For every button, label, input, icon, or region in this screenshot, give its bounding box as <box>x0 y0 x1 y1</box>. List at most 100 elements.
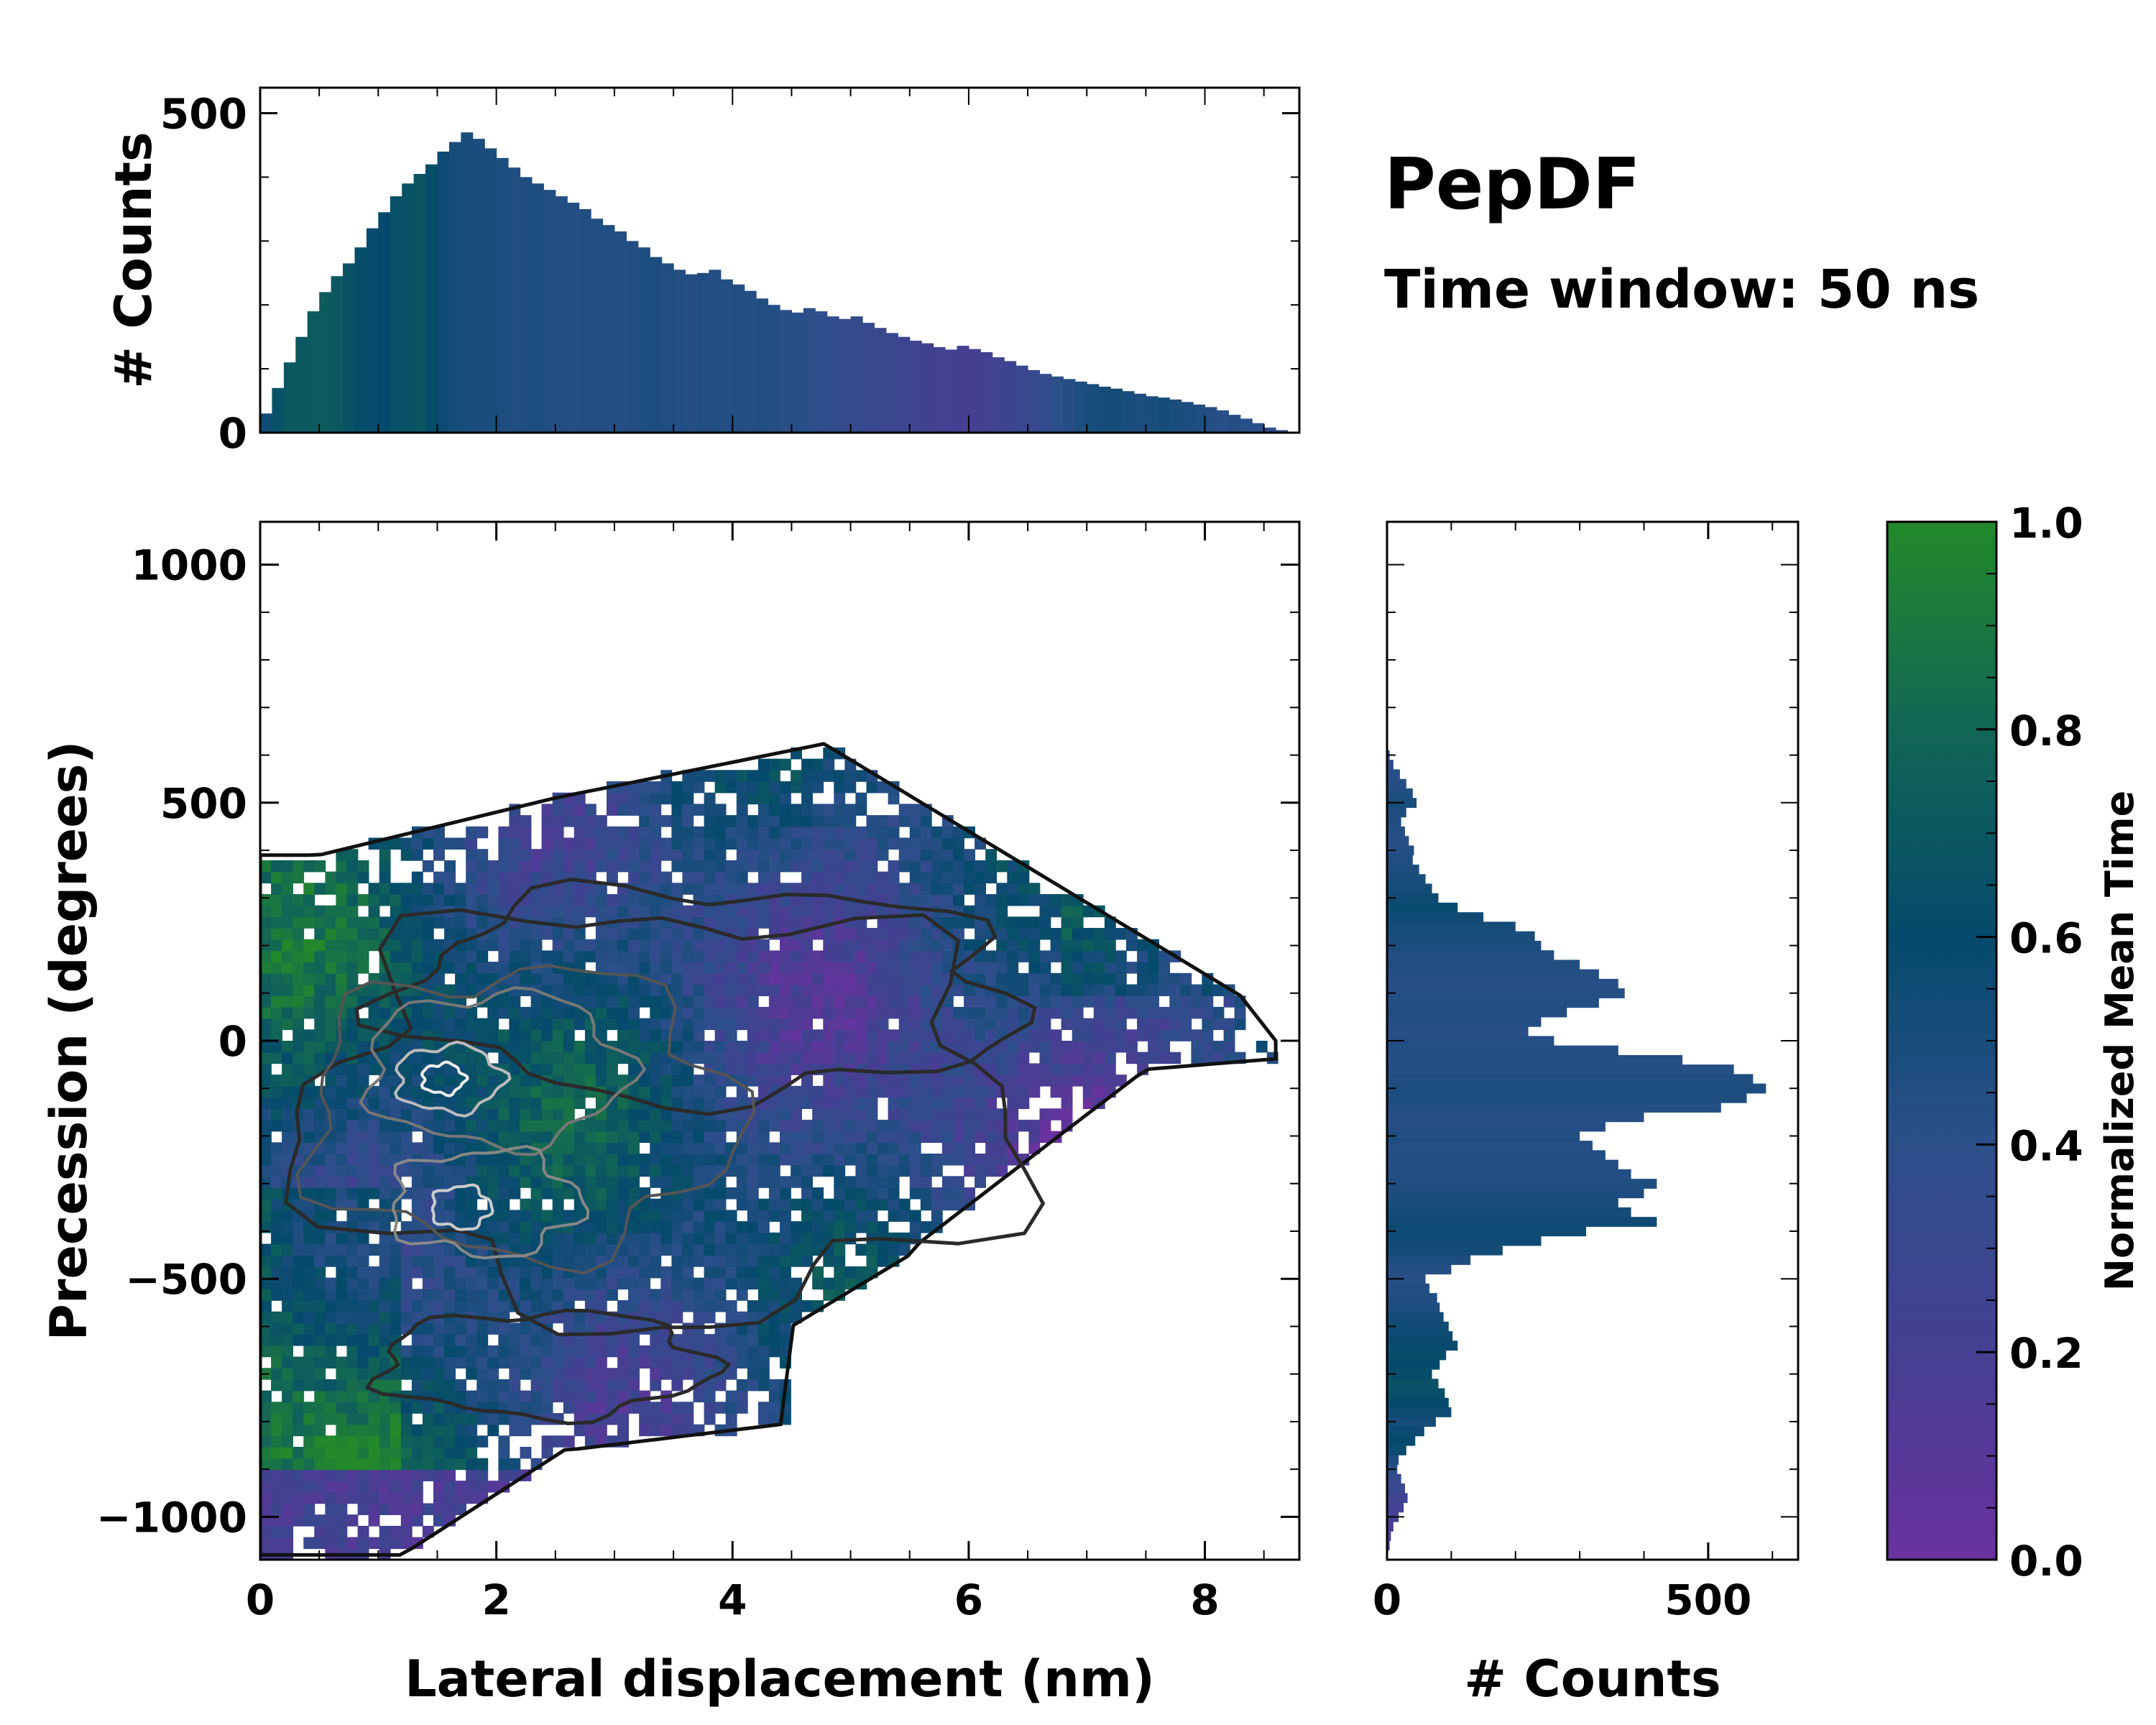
heatmap-cell <box>509 995 521 1008</box>
heatmap-cell <box>1082 984 1095 996</box>
heatmap-cell <box>736 1334 748 1346</box>
heatmap-cell <box>931 1097 943 1109</box>
heatmap-cell <box>639 781 651 794</box>
heatmap-cell <box>1104 939 1116 952</box>
heatmap-cell <box>573 1277 586 1290</box>
heatmap-cell <box>433 849 445 861</box>
heatmap-cell <box>303 1424 315 1437</box>
heatmap-cell <box>812 905 824 918</box>
heatmap-cell <box>455 1289 466 1301</box>
heatmap-cell <box>757 871 770 884</box>
heatmap-cell <box>303 1119 315 1132</box>
heatmap-cell <box>650 950 662 962</box>
heatmap-cell <box>1137 1018 1148 1031</box>
x-tick-label: 6 <box>954 1576 983 1624</box>
heatmap-cell <box>768 1097 780 1109</box>
heatmap-cell <box>498 1255 510 1267</box>
heatmap-cell <box>422 939 434 952</box>
heatmap-cell <box>530 1097 543 1109</box>
heatmap-cell <box>671 1142 683 1154</box>
heatmap-cell <box>271 871 282 884</box>
heatmap-cell <box>271 1368 282 1380</box>
heatmap-cell <box>466 837 478 850</box>
heatmap-cell <box>379 916 391 929</box>
heatmap-cell <box>1256 1041 1268 1053</box>
heatmap-cell <box>909 894 921 906</box>
heatmap-cell <box>823 1221 835 1233</box>
heatmap-cell <box>595 1052 607 1064</box>
heatmap-cell <box>985 871 998 884</box>
heatmap-cell <box>941 1029 954 1041</box>
heatmap-cell <box>714 1402 727 1414</box>
heatmap-cell <box>303 1255 315 1267</box>
heatmap-cell <box>985 1164 998 1177</box>
heatmap-cell <box>520 1300 532 1312</box>
heatmap-cell <box>292 916 305 929</box>
heatmap-cell <box>628 1379 640 1392</box>
heatmap-cell <box>595 1029 607 1041</box>
heatmap-cell <box>314 1413 326 1425</box>
heatmap-cell <box>617 860 629 873</box>
heatmap-cell <box>476 1356 489 1368</box>
heatmap-cell <box>509 928 521 940</box>
heatmap-cell <box>509 1277 521 1290</box>
heatmap-cell <box>801 871 813 884</box>
heatmap-cell <box>336 1154 348 1166</box>
heatmap-cell <box>1072 916 1084 929</box>
heatmap-cell <box>444 1142 456 1154</box>
heatmap-cell <box>368 1119 380 1132</box>
heatmap-cell <box>693 1277 705 1290</box>
heatmap-cell <box>422 1052 434 1064</box>
heatmap-cell <box>552 1097 564 1109</box>
heatmap-cell <box>530 1131 543 1144</box>
heatmap-cell <box>660 1413 673 1425</box>
heatmap-cell <box>498 1006 510 1019</box>
top-histogram-bar <box>390 196 402 433</box>
heatmap-cell <box>357 1232 369 1245</box>
heatmap-cell <box>639 1266 651 1279</box>
heatmap-cell <box>595 883 607 895</box>
x-tick-label: 8 <box>1190 1576 1219 1624</box>
heatmap-cell <box>834 770 846 782</box>
heatmap-cell <box>628 950 640 962</box>
heatmap-cell <box>422 1447 434 1459</box>
heatmap-cell <box>476 1277 489 1290</box>
heatmap-cell <box>336 1063 348 1075</box>
heatmap-cell <box>877 849 889 861</box>
heatmap-cell <box>368 1131 380 1144</box>
heatmap-cell <box>747 1322 759 1335</box>
heatmap-cell <box>1137 950 1148 962</box>
heatmap-cell <box>757 1379 770 1392</box>
heatmap-cell <box>314 1469 326 1481</box>
heatmap-cell <box>325 1379 337 1392</box>
heatmap-cell <box>390 1402 402 1414</box>
heatmap-cell <box>1137 939 1148 952</box>
heatmap-cell <box>530 939 543 952</box>
heatmap-cell <box>433 1447 445 1459</box>
heatmap-cell <box>1028 984 1041 996</box>
heatmap-cell <box>455 894 466 906</box>
heatmap-cell <box>303 1311 315 1324</box>
heatmap-cell <box>617 1368 629 1380</box>
heatmap-cell <box>704 1085 716 1098</box>
heatmap-cell <box>1093 939 1105 952</box>
heatmap-cell <box>260 1503 272 1515</box>
heatmap-cell <box>801 1187 813 1200</box>
heatmap-cell <box>650 1063 662 1075</box>
heatmap-cell <box>866 939 878 952</box>
heatmap-cell <box>455 1119 466 1132</box>
heatmap-cell <box>812 995 824 1008</box>
heatmap-cell <box>757 1266 770 1279</box>
heatmap-cell <box>271 1041 282 1053</box>
heatmap-cell <box>1039 1029 1051 1041</box>
heatmap-cell <box>747 950 759 962</box>
heatmap-cell <box>271 1108 282 1121</box>
heatmap-cell <box>628 1018 640 1031</box>
heatmap-cell <box>260 1311 272 1324</box>
heatmap-cell <box>584 950 596 962</box>
heatmap-cell <box>920 1164 932 1177</box>
heatmap-cell <box>823 1108 835 1121</box>
heatmap-cell <box>271 1424 282 1437</box>
heatmap-cell <box>271 1277 282 1290</box>
heatmap-cell <box>400 995 413 1008</box>
